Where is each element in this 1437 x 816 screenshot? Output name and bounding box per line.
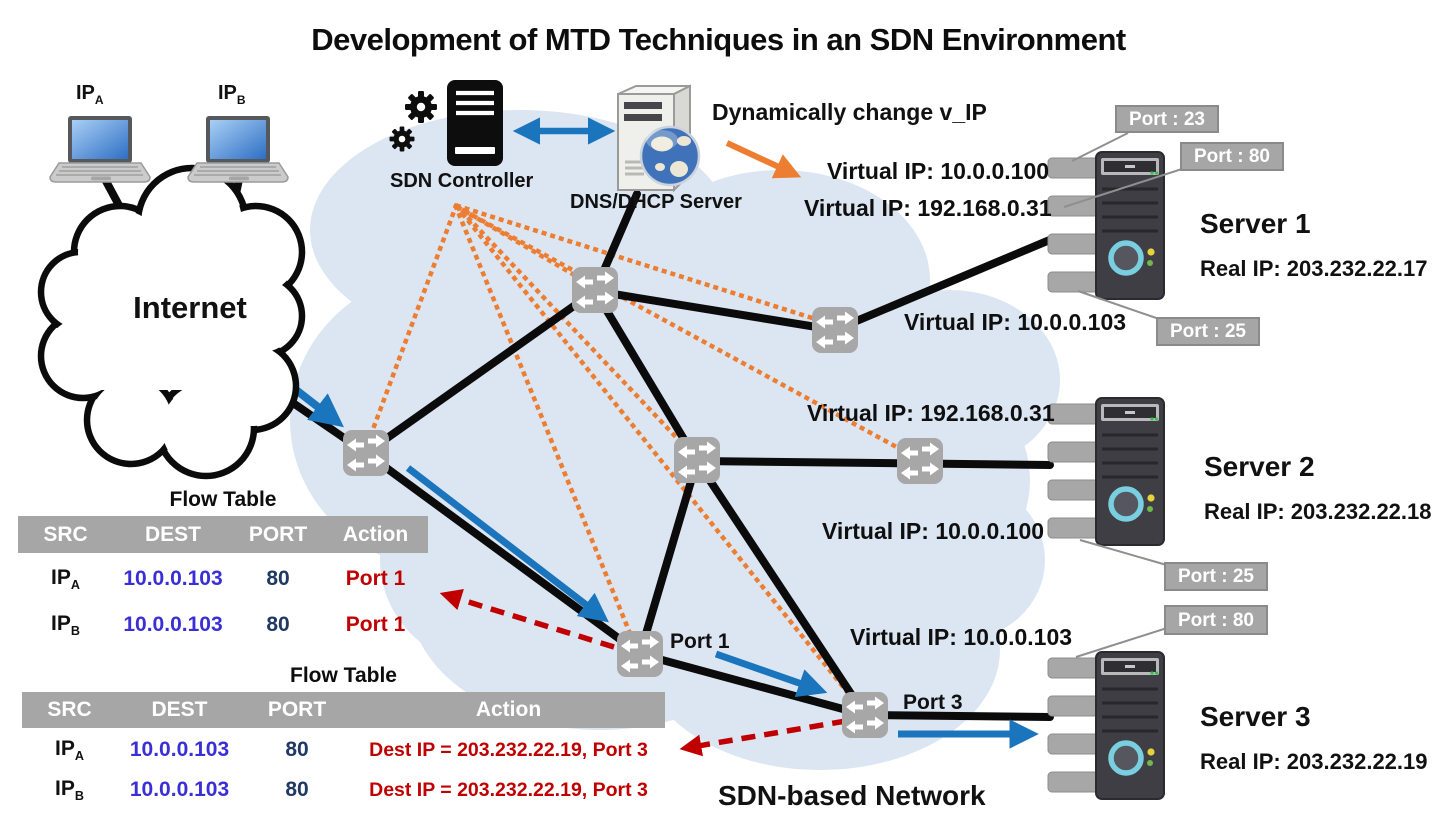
- server-tower-icon-1: [1048, 152, 1164, 299]
- server1-virtual-ip-1: Virtual IP: 10.0.0.100: [827, 158, 1050, 184]
- server1-real-ip: Real IP: 203.232.22.17: [1200, 256, 1428, 281]
- flow-table-1-title: Flow Table: [169, 488, 277, 511]
- flow-table-2-header: SRC DEST PORT Action: [22, 692, 665, 728]
- switch-icon-7-port3: [842, 692, 888, 738]
- server1-virtual-ip-2: Virtual IP: 192.168.0.31: [804, 195, 1052, 221]
- laptop-icon-client-b: [187, 115, 289, 183]
- flow-table-arrows: [439, 589, 847, 757]
- server3-virtual-ip-1: Virtual IP: 10.0.0.103: [850, 624, 1073, 650]
- switch-port3-label: Port 3: [903, 691, 963, 714]
- gear-icon: [405, 91, 437, 123]
- switch-icon-3: [812, 307, 858, 353]
- page-title: Development of MTD Techniques in an SDN …: [311, 22, 1126, 57]
- server1-virtual-ip-3: Virtual IP: 10.0.0.103: [904, 309, 1127, 335]
- internet-label: Internet: [133, 290, 247, 325]
- server2-virtual-ip-1: Virtual IP: 192.168.0.31: [807, 400, 1055, 426]
- server3-port-badge-80: Port : 80: [1164, 605, 1268, 635]
- col-dest: DEST: [151, 698, 208, 721]
- dns-server-label: DNS/DHCP Server: [570, 191, 742, 213]
- col-dest: DEST: [144, 522, 201, 546]
- sdn-controller-label: SDN Controller: [390, 170, 534, 192]
- server-tower-icon-3: [1048, 652, 1164, 799]
- server2-real-ip: Real IP: 203.232.22.18: [1204, 499, 1432, 524]
- vip-annotation: Dynamically change v_IP: [712, 99, 987, 125]
- gear-icon: [389, 126, 415, 152]
- col-port: PORT: [248, 522, 308, 546]
- server-tower-icon-2: [1048, 398, 1164, 545]
- col-src: SRC: [47, 698, 92, 721]
- col-port: PORT: [267, 698, 327, 721]
- col-action: Action: [475, 698, 542, 721]
- flow-table-2-title: Flow Table: [290, 664, 397, 687]
- table-row: IPA 10.0.0.103 80 Port 1: [51, 565, 406, 593]
- flow-table-1-header: SRC DEST PORT Action: [18, 516, 428, 553]
- flow-table-2: Flow Table SRC DEST PORT Action IPA 10.0…: [22, 664, 665, 808]
- switch-icon-4: [674, 437, 720, 483]
- server2-name: Server 2: [1204, 451, 1315, 482]
- table-row: IPB 10.0.0.103 80 Port 1: [51, 611, 406, 639]
- sdn-network-label: SDN-based Network: [718, 780, 986, 811]
- client-b-label: IPB: [218, 82, 246, 107]
- server2-port-badge-25: Port : 25: [1164, 562, 1268, 591]
- server2-virtual-ip-2: Virtual IP: 10.0.0.100: [822, 518, 1045, 544]
- switch-icon-2: [572, 267, 618, 313]
- switch-port1-label: Port 1: [670, 630, 730, 653]
- server1-port-badge-23: Port : 23: [1115, 105, 1219, 133]
- traffic-flow-arrows: [288, 117, 1039, 749]
- table-row: IPB 10.0.0.103 80 Dest IP = 203.232.22.1…: [55, 776, 648, 804]
- col-action: Action: [342, 522, 409, 546]
- flow-table-1: Flow Table SRC DEST PORT Action IPA 10.0…: [18, 488, 428, 645]
- vip-change-arrow: [725, 140, 802, 179]
- controller-control-links: [363, 202, 917, 712]
- sdn-controller-icon: [389, 80, 503, 166]
- server1-port-badge-80: Port : 80: [1180, 142, 1284, 171]
- switch-icon-5: [897, 438, 943, 484]
- dns-dhcp-server-icon: [617, 84, 701, 193]
- port-leader-lines: [1063, 132, 1186, 658]
- table-row: IPA 10.0.0.103 80 Dest IP = 203.232.22.1…: [55, 736, 648, 764]
- server1-port-badge-25: Port : 25: [1156, 317, 1260, 346]
- server3-name: Server 3: [1200, 701, 1311, 732]
- client-a-label: IPA: [76, 82, 104, 107]
- switch-icon-1: [343, 430, 389, 476]
- globe-icon: [639, 125, 701, 187]
- server1-name: Server 1: [1200, 208, 1311, 239]
- internet-cloud-icon: [37, 164, 306, 480]
- col-src: SRC: [43, 522, 88, 546]
- laptop-icon-client-a: [49, 115, 151, 183]
- server3-real-ip: Real IP: 203.232.22.19: [1200, 749, 1428, 774]
